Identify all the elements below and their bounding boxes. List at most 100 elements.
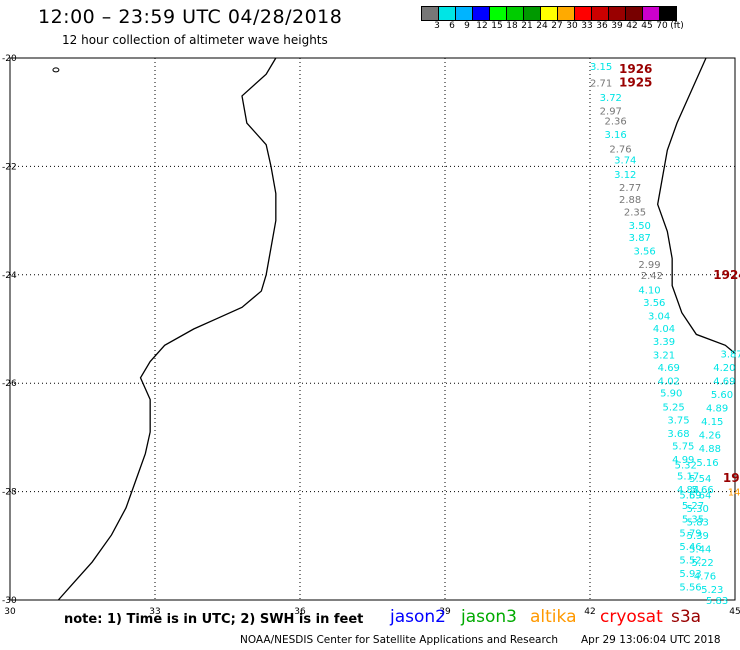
wave-height-value: 5.75 — [672, 442, 694, 453]
wave-height-value: 5.16 — [696, 458, 718, 469]
wave-height-value: 14 — [728, 488, 740, 499]
scale-label: 9 — [464, 21, 470, 31]
wave-height-value: 5.27 — [682, 501, 704, 512]
wave-height-value: 5.83 — [706, 596, 728, 607]
wave-height-value: 4.04 — [653, 324, 675, 335]
y-tick-label: -20 — [2, 54, 17, 64]
wave-height-value: 4.88 — [699, 444, 721, 455]
x-tick-label: 36 — [294, 607, 306, 617]
x-tick-label: 33 — [149, 607, 160, 617]
wave-height-value: 3.72 — [600, 93, 622, 104]
wave-height-value: 5.22 — [692, 558, 714, 569]
generation-timestamp: Apr 29 13:06:04 UTC 2018 — [581, 634, 721, 646]
wave-height-value: 5.44 — [689, 545, 711, 556]
footer-note: note: 1) Time is in UTC; 2) SWH is in fe… — [64, 612, 364, 627]
scale-label: 45 — [641, 21, 653, 31]
wave-height-value: 4.10 — [638, 285, 660, 296]
scale-label: 30 — [566, 21, 578, 31]
wave-height-value: 3.12 — [614, 170, 636, 181]
y-tick-label: -22 — [2, 162, 17, 172]
wave-height-value: 3.04 — [648, 311, 670, 322]
scale-label: 27 — [551, 21, 563, 31]
wave-height-value: 2.77 — [619, 183, 641, 194]
scale-swatch — [659, 6, 677, 21]
page-title: 12:00 – 23:59 UTC 04/28/2018 — [38, 6, 343, 28]
wave-height-value: 2.42 — [641, 271, 663, 282]
wave-height-value: 4.84 — [677, 485, 699, 496]
wave-height-value: 5.93 — [679, 569, 701, 580]
y-tick-label: -30 — [2, 596, 17, 606]
wave-height-value: 5.52 — [679, 555, 701, 566]
wave-height-value: 5.83 — [687, 517, 709, 528]
y-tick-label: -26 — [2, 379, 17, 389]
satellite-legend-item: jason2 — [390, 607, 446, 627]
wave-height-value: 5.32 — [675, 461, 697, 472]
wave-height-value: 3.56 — [643, 298, 665, 309]
x-tick-label: 30 — [4, 607, 16, 617]
scale-label: 42 — [626, 21, 638, 31]
wave-height-value: 5.39 — [687, 531, 709, 542]
scale-label: 24 — [536, 21, 548, 31]
satellite-legend-item: jason3 — [461, 607, 517, 627]
wave-height-value: 3.74 — [614, 155, 636, 166]
wave-height-value: 2.99 — [638, 260, 660, 271]
satellite-legend-item: cryosat — [600, 607, 663, 627]
wave-height-value: 5.25 — [663, 403, 685, 414]
scale-label: (ft) — [670, 21, 684, 31]
wave-height-value: 2.71 — [590, 78, 612, 89]
wave-height-value: 3.50 — [629, 221, 651, 232]
madagascar-coastline — [656, 57, 736, 354]
wave-height-value: 4.15 — [701, 417, 723, 428]
wave-height-value: 5.17 — [677, 471, 699, 482]
wave-height-value: 4.20 — [713, 363, 735, 374]
scale-label: 33 — [581, 21, 593, 31]
scale-label: 18 — [506, 21, 518, 31]
wave-height-value: 3.75 — [667, 416, 689, 427]
wave-height-value: 2.97 — [600, 107, 622, 118]
pass-number-label: 1923 — [723, 471, 740, 485]
y-tick-label: -28 — [2, 488, 17, 498]
x-tick-label: 42 — [584, 607, 595, 617]
scale-label: 6 — [449, 21, 455, 31]
wave-height-value: 3.16 — [605, 130, 627, 141]
wave-height-value: 5.30 — [687, 504, 709, 515]
wave-height-value: 3.87 — [721, 349, 740, 360]
wave-height-value: 5.46 — [679, 542, 701, 553]
scale-label: 3 — [434, 21, 440, 31]
wave-height-value: 5.90 — [660, 388, 682, 399]
scale-label: 21 — [521, 21, 533, 31]
wave-height-color-scale — [421, 6, 677, 21]
map-frame — [9, 57, 736, 601]
wave-height-value: 5.64 — [689, 490, 711, 501]
wave-height-value: 4.89 — [706, 404, 728, 415]
wave-height-value: 2.76 — [609, 145, 631, 156]
wave-height-value: 5.23 — [701, 585, 723, 596]
x-tick-label: 39 — [439, 607, 451, 617]
wave-height-value: 3.39 — [653, 337, 675, 348]
island-outline — [52, 67, 60, 73]
wave-height-value: 3.21 — [653, 350, 675, 361]
wave-height-value: 4.02 — [658, 376, 680, 387]
wave-height-value: 4.99 — [672, 455, 694, 466]
scale-label: 36 — [596, 21, 608, 31]
wave-height-value: 5.35 — [682, 515, 704, 526]
satellite-legend-item: s3a — [671, 607, 702, 627]
wave-height-value: 5.54 — [689, 474, 711, 485]
credit-line: NOAA/NESDIS Center for Satellite Applica… — [240, 634, 558, 646]
x-tick-label: 45 — [729, 607, 740, 617]
scale-label: 70 — [656, 21, 668, 31]
pass-number-label: 1926 — [619, 62, 652, 76]
wave-height-value: 4.26 — [699, 431, 721, 442]
pass-number-label: 1925 — [619, 75, 652, 89]
wave-height-value: 5.66 — [692, 485, 714, 496]
scale-label: 15 — [491, 21, 503, 31]
page-subtitle: 12 hour collection of altimeter wave hei… — [62, 33, 328, 47]
scale-label: 39 — [611, 21, 623, 31]
wave-height-value: 3.15 — [590, 62, 612, 73]
wave-height-value: 3.87 — [629, 233, 651, 244]
y-tick-label: -24 — [2, 271, 17, 281]
wave-height-value: 5.56 — [679, 582, 701, 593]
scale-label: 12 — [476, 21, 488, 31]
wave-height-value: 4.69 — [713, 376, 735, 387]
